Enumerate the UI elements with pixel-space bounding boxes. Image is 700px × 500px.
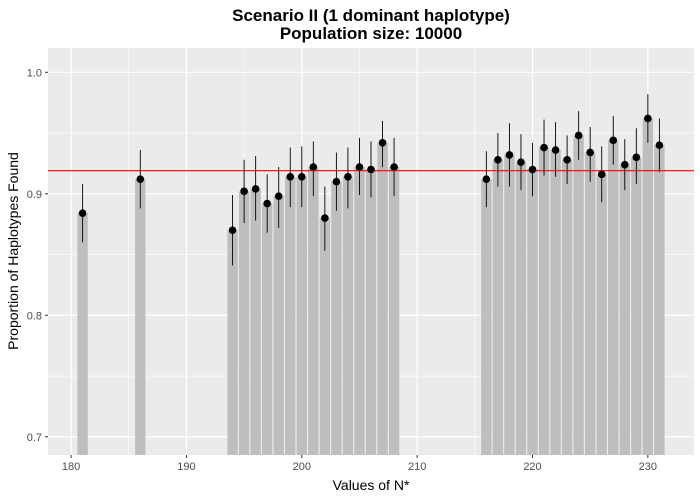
- bar: [319, 218, 331, 455]
- data-point: [632, 153, 641, 162]
- bar: [377, 142, 388, 456]
- x-tick-label: 200: [293, 461, 311, 473]
- data-point: [597, 170, 606, 179]
- points: [78, 114, 664, 235]
- data-point: [251, 185, 260, 193]
- y-axis-title: Proportion of Haplotypes Found: [5, 152, 21, 350]
- data-point: [620, 160, 629, 169]
- bar: [527, 169, 538, 455]
- bar: [296, 176, 307, 455]
- bar: [596, 174, 607, 455]
- data-point: [517, 158, 525, 167]
- bar: [654, 145, 665, 455]
- bar: [584, 152, 596, 455]
- data-point: [378, 138, 387, 147]
- x-tick-label: 180: [62, 461, 80, 473]
- data-point: [586, 148, 594, 157]
- bar: [261, 203, 273, 455]
- data-point: [240, 187, 248, 196]
- x-tick-label: 220: [523, 461, 541, 473]
- bar: [515, 162, 527, 455]
- data-point: [321, 214, 329, 222]
- bar: [342, 176, 354, 455]
- data-point: [344, 172, 352, 181]
- data-point: [228, 226, 237, 235]
- data-point: [390, 163, 398, 171]
- bar: [492, 159, 504, 455]
- bar: [135, 179, 146, 455]
- bar: [642, 118, 654, 456]
- data-point: [551, 146, 560, 154]
- bar: [504, 154, 515, 455]
- x-tick-label: 190: [177, 461, 195, 473]
- x-tick-label: 210: [408, 461, 426, 473]
- bar: [285, 176, 296, 455]
- data-point: [355, 163, 364, 171]
- y-tick-label: 0.9: [27, 189, 42, 201]
- data-point: [309, 163, 318, 171]
- bar: [227, 230, 238, 455]
- x-axis: 180 190 200 210 220 230: [62, 455, 657, 473]
- data-point: [332, 177, 341, 186]
- chart-title: Scenario II (1 dominant haplotype): [232, 6, 510, 25]
- bar: [561, 159, 573, 455]
- data-point: [655, 141, 664, 149]
- bar: [538, 147, 550, 455]
- bar: [273, 196, 284, 456]
- bar: [631, 157, 642, 456]
- bar: [619, 164, 630, 455]
- bar: [388, 167, 400, 455]
- data-point: [540, 143, 548, 152]
- data-point: [482, 175, 491, 184]
- data-point: [528, 165, 537, 174]
- data-point: [644, 114, 652, 123]
- y-tick-label: 0.7: [27, 432, 42, 444]
- bar: [238, 191, 250, 455]
- data-point: [494, 155, 502, 164]
- data-point: [609, 136, 618, 145]
- data-point: [563, 155, 571, 164]
- data-point: [505, 151, 514, 159]
- bar: [331, 181, 342, 455]
- data-point: [274, 192, 283, 201]
- bar: [365, 169, 377, 455]
- bar: [250, 188, 261, 456]
- chart-subtitle: Population size: 10000: [280, 24, 462, 43]
- bar: [308, 167, 319, 455]
- bar: [77, 213, 88, 455]
- data-point: [78, 209, 87, 218]
- bar: [481, 179, 492, 455]
- data-point: [286, 172, 295, 181]
- y-tick-label: 1.0: [27, 67, 42, 79]
- bar: [354, 167, 365, 455]
- data-point: [574, 131, 583, 140]
- bar: [608, 140, 619, 455]
- data-point: [136, 175, 145, 184]
- bars: [77, 118, 665, 456]
- y-axis: 0.7 0.8 0.9 1.0: [27, 67, 48, 444]
- data-point: [297, 172, 306, 181]
- data-point: [263, 199, 271, 208]
- data-point: [367, 165, 375, 174]
- bar: [550, 150, 561, 456]
- bar: [573, 135, 584, 456]
- x-axis-title: Values of N*: [333, 477, 410, 493]
- x-tick-label: 230: [639, 461, 657, 473]
- y-tick-label: 0.8: [27, 310, 42, 322]
